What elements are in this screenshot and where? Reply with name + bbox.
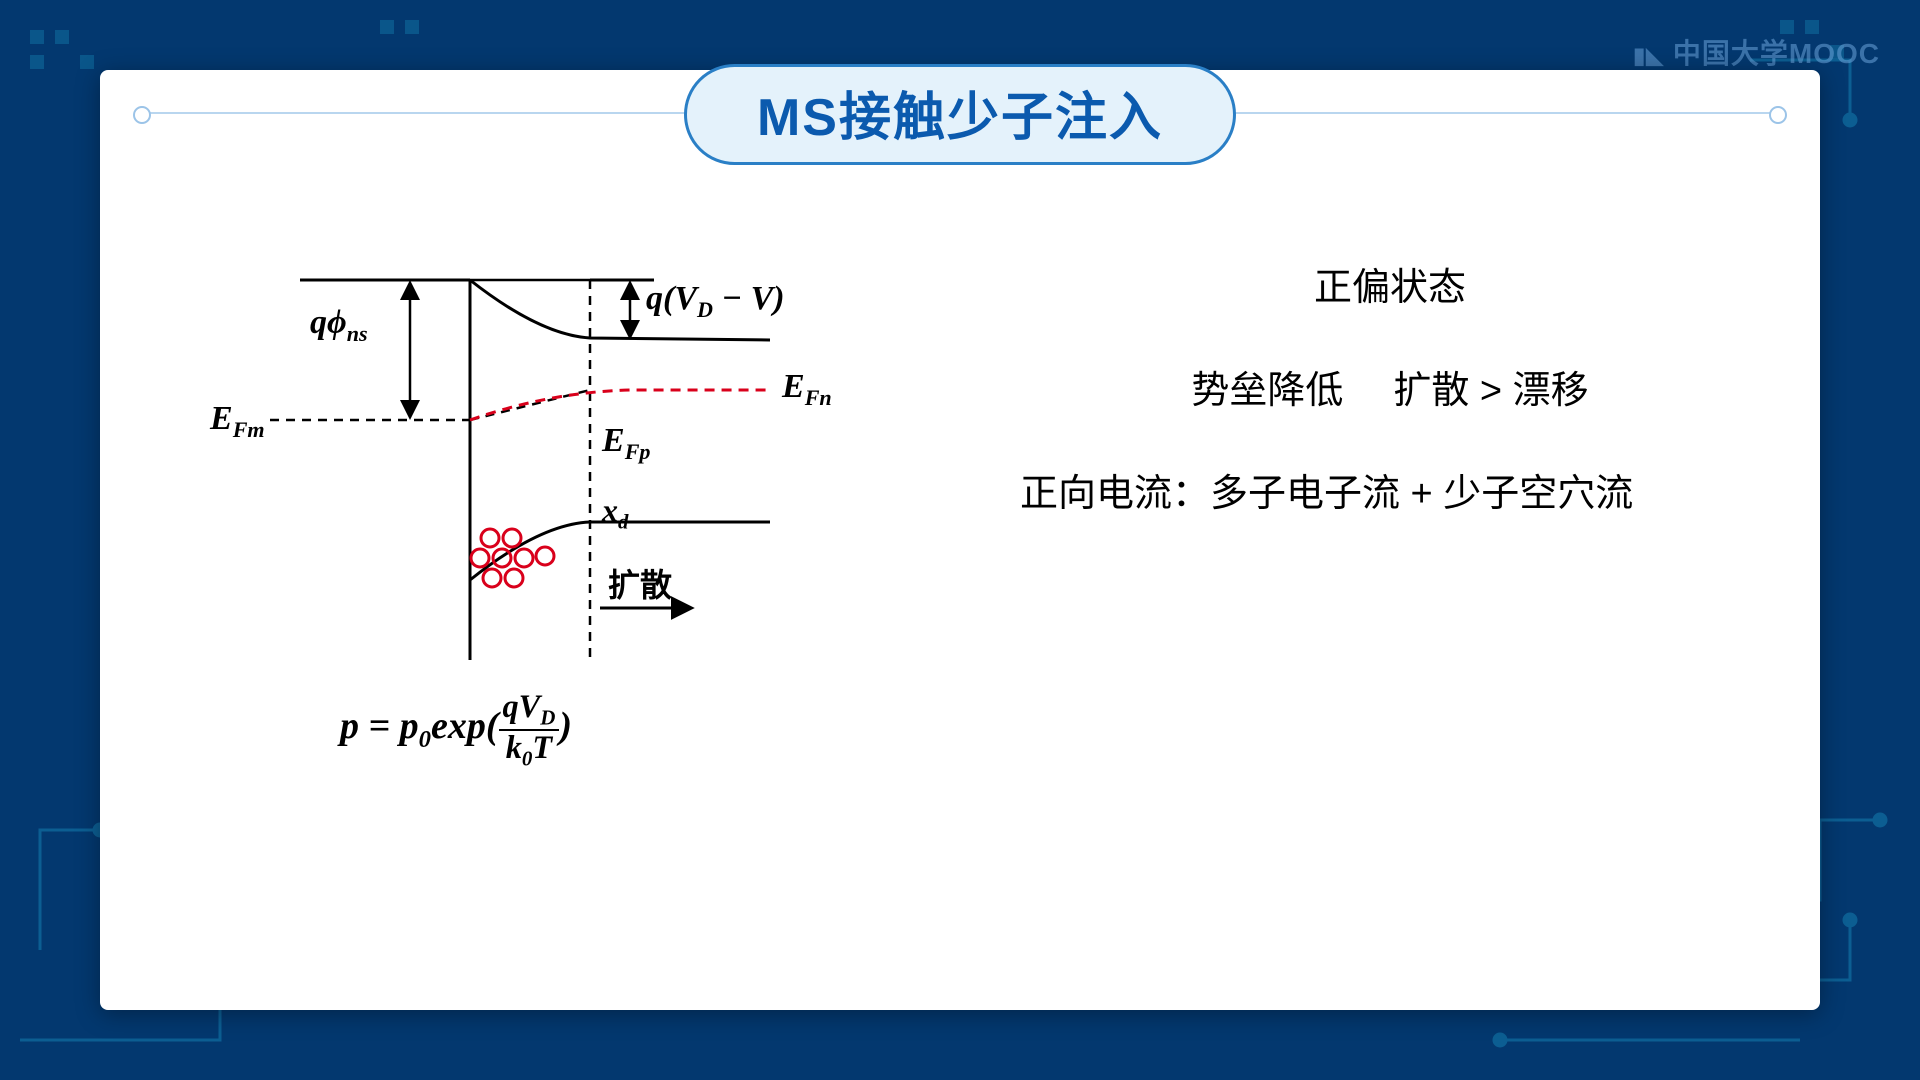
text-line-3: 正向电流：多子电子流 + 少子空穴流 [1020,466,1760,523]
text-line-2: 势垒降低扩散 > 漂移 [1020,363,1760,420]
slide-title: MS接触少子注入 [684,64,1236,165]
label-xd: xd [602,492,628,534]
label-q-vd-v: q(VD − V) [646,280,785,323]
explanation-panel: 正偏状态 势垒降低扩散 > 漂移 正向电流：多子电子流 + 少子空穴流 [1020,260,1760,569]
label-efn: EFn [782,368,832,411]
label-efm: EFm [210,400,265,443]
energy-band-diagram: qϕns q(VD − V) EFm EFn EFp xd 扩散 p = p0e… [210,240,930,840]
label-diffusion: 扩散 [608,560,672,606]
slide-card: MS接触少子注入 [100,70,1820,1010]
label-efp: EFp [602,422,650,465]
label-q-phi-ns: qϕns [310,304,368,347]
text-line-1: 正偏状态 [1020,260,1760,317]
watermark: ▮◣ 中国大学MOOC [1633,32,1880,72]
formula-hole-density: p = p0exp(qVDk0T) [340,690,572,769]
